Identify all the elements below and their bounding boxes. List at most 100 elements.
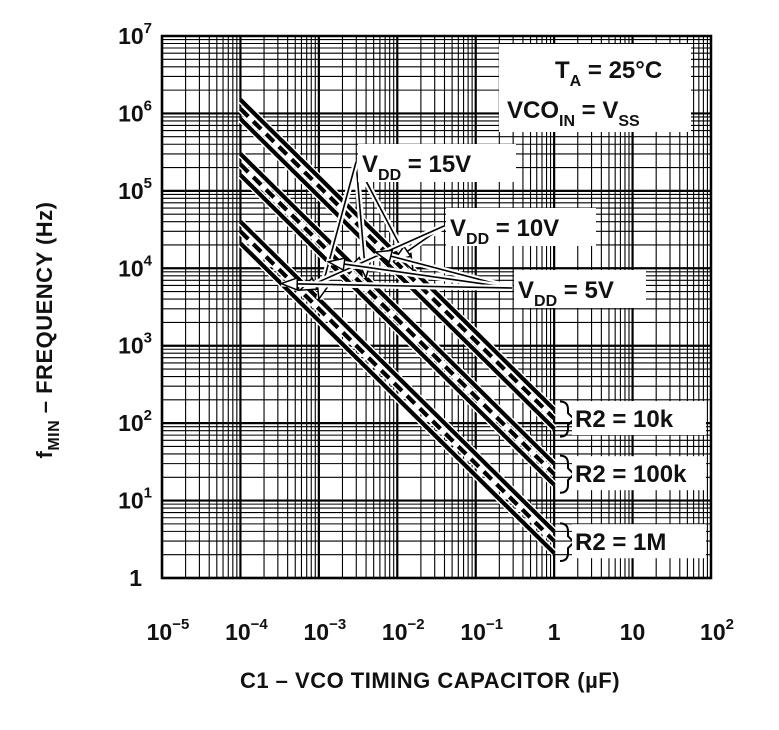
vdd-label-5V-rest: = 5V: [557, 277, 614, 304]
condition-temperature-sub: A: [570, 73, 582, 90]
vdd-label-box: [514, 270, 646, 308]
x-tick-label: 10−3: [304, 616, 347, 645]
condition-vco-in-main: VCO: [507, 97, 559, 124]
x-tick-label-base: 10: [460, 619, 486, 645]
series-layer: [237, 97, 557, 556]
condition-temperature-rest: = 25°C: [581, 57, 662, 84]
y-tick-label: 104: [118, 252, 153, 281]
x-tick-label-exp: −4: [251, 616, 269, 633]
arrow-layer: [279, 160, 513, 302]
vdd-label-15V-sub: DD: [378, 167, 401, 184]
series-line-6: [238, 220, 556, 533]
condition-vco-in-rest: = V: [575, 97, 618, 124]
y-tick-label-base: 10: [118, 410, 144, 436]
r2-bracket: [559, 400, 576, 438]
condition-temperature-main: T: [555, 57, 570, 84]
vdd-label-15V-main: V: [362, 151, 378, 178]
arrow-line: [328, 260, 513, 289]
y-tick-label-exp: 1: [144, 485, 152, 502]
x-tick-label-base: 10: [147, 619, 173, 645]
x-tick-label-base: 10: [225, 619, 251, 645]
r2-label-box: [572, 456, 706, 491]
y-tick-label: 106: [118, 97, 152, 126]
x-tick-label: 10−4: [225, 616, 268, 645]
condition-vco-in: VCOIN = VSS: [507, 97, 640, 130]
series-line-0: [238, 98, 556, 412]
arrow-line: [281, 282, 513, 289]
y-tick-label-base: 10: [118, 333, 144, 359]
r2-label: R2 = 10k: [575, 406, 674, 433]
y-tick-label-base: 1: [129, 565, 142, 591]
x-tick-label-base: 1: [548, 619, 561, 645]
arrow-head: [326, 257, 346, 272]
x-tick-label: 1: [548, 619, 561, 645]
y-axis-label: fMIN – FREQUENCY (Hz): [32, 202, 63, 459]
series-line-5: [238, 173, 556, 487]
condition-vco-in-sub: IN: [559, 113, 575, 130]
y-tick-label-exp: 3: [144, 330, 152, 347]
x-tick-label-exp: −5: [172, 616, 189, 633]
r2-label: R2 = 1M: [575, 529, 666, 556]
y-tick-label: 102: [118, 407, 152, 436]
x-tick-label-base: 10: [620, 619, 646, 645]
arrow-line: [299, 225, 445, 291]
vdd-label-10V-rest: = 10V: [489, 215, 559, 242]
x-tick-label: 102: [700, 616, 734, 645]
condition-temperature: TA = 25°C: [555, 57, 662, 90]
arrow-head: [373, 249, 394, 264]
vdd-label-10V: VDD = 10V: [450, 215, 559, 248]
y-axis-label-rest: – FREQUENCY (Hz): [32, 202, 57, 420]
y-axis-label-sub: MIN: [46, 420, 63, 451]
y-tick-label-base: 10: [118, 255, 144, 281]
series-line-1: [238, 107, 556, 420]
vdd-label-10V-sub: DD: [466, 231, 489, 248]
r2-bracket: [559, 522, 576, 563]
vdd-label-5V-sub: DD: [534, 293, 557, 310]
vdd-label-5V: VDD = 5V: [518, 277, 614, 310]
series-line-3: [238, 152, 556, 466]
vdd-label-box: [358, 144, 516, 182]
x-tick-label-exp: −2: [408, 616, 425, 633]
conditions-box: [499, 44, 691, 132]
r2-label: R2 = 100k: [575, 461, 687, 488]
r2-label-box: [572, 524, 706, 559]
x-tick-label-base: 10: [382, 619, 408, 645]
x-tick-label-base: 10: [700, 619, 726, 645]
y-tick-label: 1: [129, 565, 142, 591]
y-axis-label-main: f: [32, 451, 57, 459]
x-tick-label-base: 10: [304, 619, 330, 645]
y-tick-label-base: 10: [118, 488, 144, 514]
vdd-label-15V-rest: = 15V: [401, 151, 471, 178]
r2-label-box: [572, 401, 706, 436]
y-tick-label: 103: [118, 330, 152, 359]
y-tick-label-exp: 4: [144, 252, 153, 269]
condition-vco-in-sub2: SS: [618, 113, 640, 130]
series-line-4: [238, 162, 556, 476]
y-tick-label-exp: 7: [144, 20, 152, 37]
x-tick-label-exp: 2: [726, 616, 734, 633]
y-tick-label-exp: 2: [144, 407, 152, 424]
y-tick-label-base: 10: [118, 178, 144, 204]
x-tick-label: 10−5: [147, 616, 190, 645]
y-tick-label-base: 10: [118, 100, 144, 126]
x-tick-label-exp: −3: [329, 616, 346, 633]
x-tick-labels: 10−5 10−4 10−3 10−2 10−1 1 10 102: [147, 616, 734, 645]
plot-frame: [160, 34, 713, 580]
y-tick-label-base: 10: [118, 23, 144, 49]
x-tick-label: 10: [620, 619, 646, 645]
y-tick-label: 105: [118, 175, 152, 204]
arrow-head: [279, 276, 299, 291]
r2-bracket: [559, 454, 576, 494]
x-tick-label: 10−1: [460, 616, 503, 645]
x-axis-label: C1 – VCO TIMING CAPACITOR (µF): [240, 668, 620, 693]
series-line-8: [238, 241, 556, 555]
vdd-label-box: [446, 208, 596, 246]
vdd-label-10V-main: V: [450, 215, 466, 242]
y-tick-label-exp: 5: [144, 175, 152, 192]
y-tick-label: 101: [118, 485, 152, 514]
y-tick-label: 107: [118, 20, 152, 49]
vdd-label-5V-main: V: [518, 277, 534, 304]
